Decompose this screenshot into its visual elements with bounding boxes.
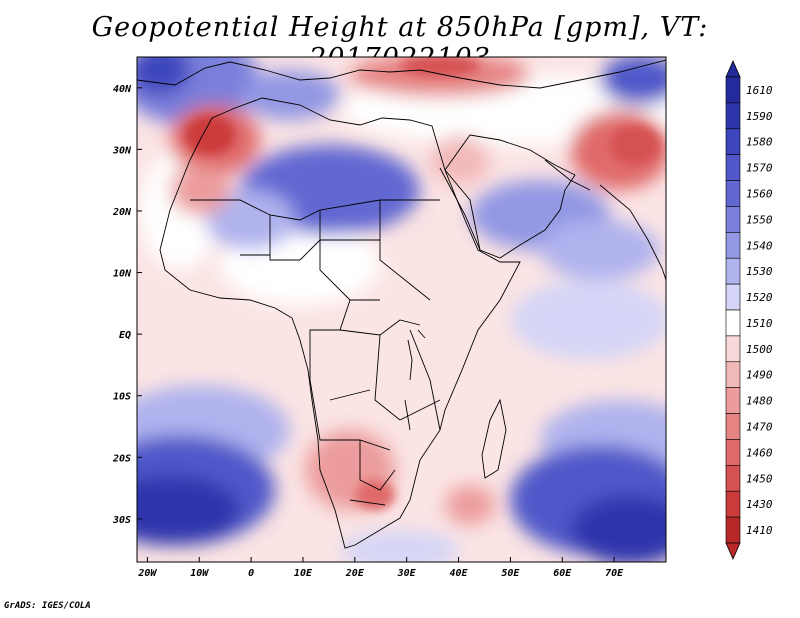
colorbar-label: 1540 (746, 239, 773, 252)
colorbar-label: 1460 (746, 446, 773, 459)
colorbar-swatch (726, 388, 740, 414)
colorbar-swatch (726, 77, 740, 103)
colorbar-swatch (726, 284, 740, 310)
colorbar-label: 1570 (746, 162, 773, 175)
colorbar-label: 1450 (746, 472, 773, 485)
colorbar-swatch (726, 232, 740, 258)
colorbar-swatch (726, 310, 740, 336)
lon-label: 20E (345, 568, 365, 579)
lat-label: EQ (119, 330, 131, 341)
lat-label: 20N (112, 207, 132, 218)
colorbar-label: 1530 (746, 265, 773, 278)
lon-label: 10W (190, 568, 209, 579)
colorbar-swatch (726, 155, 740, 181)
colorbar-label: 1610 (746, 84, 773, 97)
lon-label: 30E (397, 568, 417, 579)
lat-label: 40N (113, 84, 132, 95)
colorbar-swatch (726, 129, 740, 155)
colorbar-label: 1410 (746, 524, 773, 537)
colorbar-swatch (726, 336, 740, 362)
colorbar-label: 1580 (746, 136, 773, 149)
height-field (85, 35, 700, 570)
colorbar-swatch (726, 465, 740, 491)
colorbar-label: 1510 (746, 317, 773, 330)
lon-label: 50E (501, 568, 520, 579)
colorbar-swatch (726, 258, 740, 284)
colorbar-label: 1470 (746, 421, 773, 434)
colorbar-swatch (726, 491, 740, 517)
lat-label: 10N (113, 269, 132, 280)
colorbar-top-arrow (726, 61, 740, 77)
geopotential-map-figure: 40N 30N 20N 10N EQ 10S 20S 30S 20W 10W 0 10E 20E 30E… (0, 0, 800, 618)
lon-label: 0 (248, 568, 254, 579)
colorbar-label: 1550 (746, 213, 773, 226)
colorbar-label: 1480 (746, 395, 773, 408)
colorbar-label: 1490 (746, 369, 773, 382)
colorbar-label: 1520 (746, 291, 773, 304)
grads-credit: GrADS: IGES/COLA (4, 601, 91, 611)
lon-label: 70E (605, 568, 624, 579)
lat-label: 10S (113, 392, 131, 403)
colorbar-swatch (726, 181, 740, 207)
lat-label: 20S (112, 453, 131, 464)
lon-label: 40E (450, 568, 469, 579)
lon-label: 60E (553, 568, 572, 579)
colorbar-swatch (726, 103, 740, 129)
colorbar: 1610 1590 1580 1570 1560 1550 1540 1530 1520 1510… (726, 61, 773, 559)
colorbar-swatch (726, 439, 740, 465)
colorbar-label: 1560 (746, 188, 773, 201)
colorbar-label: 1500 (746, 343, 773, 356)
colorbar-swatch (726, 414, 740, 440)
colorbar-swatch (726, 206, 740, 232)
colorbar-label: 1430 (746, 498, 773, 511)
colorbar-swatch (726, 362, 740, 388)
lat-label: 30N (112, 145, 132, 156)
colorbar-bottom-arrow (726, 543, 740, 559)
colorbar-label: 1590 (746, 110, 773, 123)
lon-label: 20W (137, 568, 157, 579)
lat-label: 30S (112, 515, 131, 526)
lon-label: 10E (294, 568, 313, 579)
colorbar-swatch (726, 517, 740, 543)
